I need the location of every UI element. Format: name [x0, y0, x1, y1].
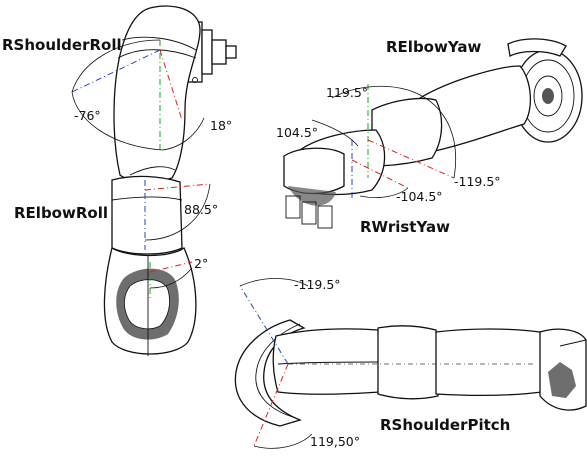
shoulder-pitch-arm-drawing	[234, 319, 587, 427]
upper-arm-segment-bottom	[435, 328, 543, 396]
elbow-segment-bottom	[377, 325, 439, 400]
hand-cup-bottom	[234, 319, 306, 427]
rwristyaw-max-angle: 104.5°	[276, 125, 318, 140]
elbow-wrist-arm-drawing	[283, 38, 583, 229]
rwristyaw-label: RWristYaw	[360, 218, 450, 236]
rshoulderroll-max-angle: 18°	[210, 118, 232, 133]
relbowroll-label: RElbowRoll	[14, 204, 108, 222]
relbowyaw-label: RElbowYaw	[386, 38, 481, 56]
elbow-segment-top	[371, 97, 443, 167]
rwristyaw-min-angle: -104.5°	[396, 189, 443, 204]
relbowyaw-min-angle: -119.5°	[454, 174, 501, 189]
rshoulderroll-min-angle: -76°	[74, 108, 101, 123]
elbow-block	[111, 175, 183, 255]
upper-arm-shell	[113, 5, 201, 182]
forearm-segment-bottom	[272, 328, 381, 395]
upper-arm-segment-top	[419, 65, 532, 153]
relbowroll-max-angle: 88.5°	[184, 202, 218, 217]
rshoulderpitch-max-angle: 119,50°	[310, 434, 360, 449]
relbowroll-min-angle: 2°	[194, 256, 208, 271]
rshoulderpitch-label: RShoulderPitch	[380, 416, 510, 434]
rshoulderroll-label: RShoulderRoll	[2, 36, 122, 54]
rshoulderpitch-min-angle: -119.5°	[294, 277, 341, 292]
vertical-arm-drawing	[103, 5, 237, 356]
relbowyaw-max-angle: 119.5°	[326, 85, 368, 100]
